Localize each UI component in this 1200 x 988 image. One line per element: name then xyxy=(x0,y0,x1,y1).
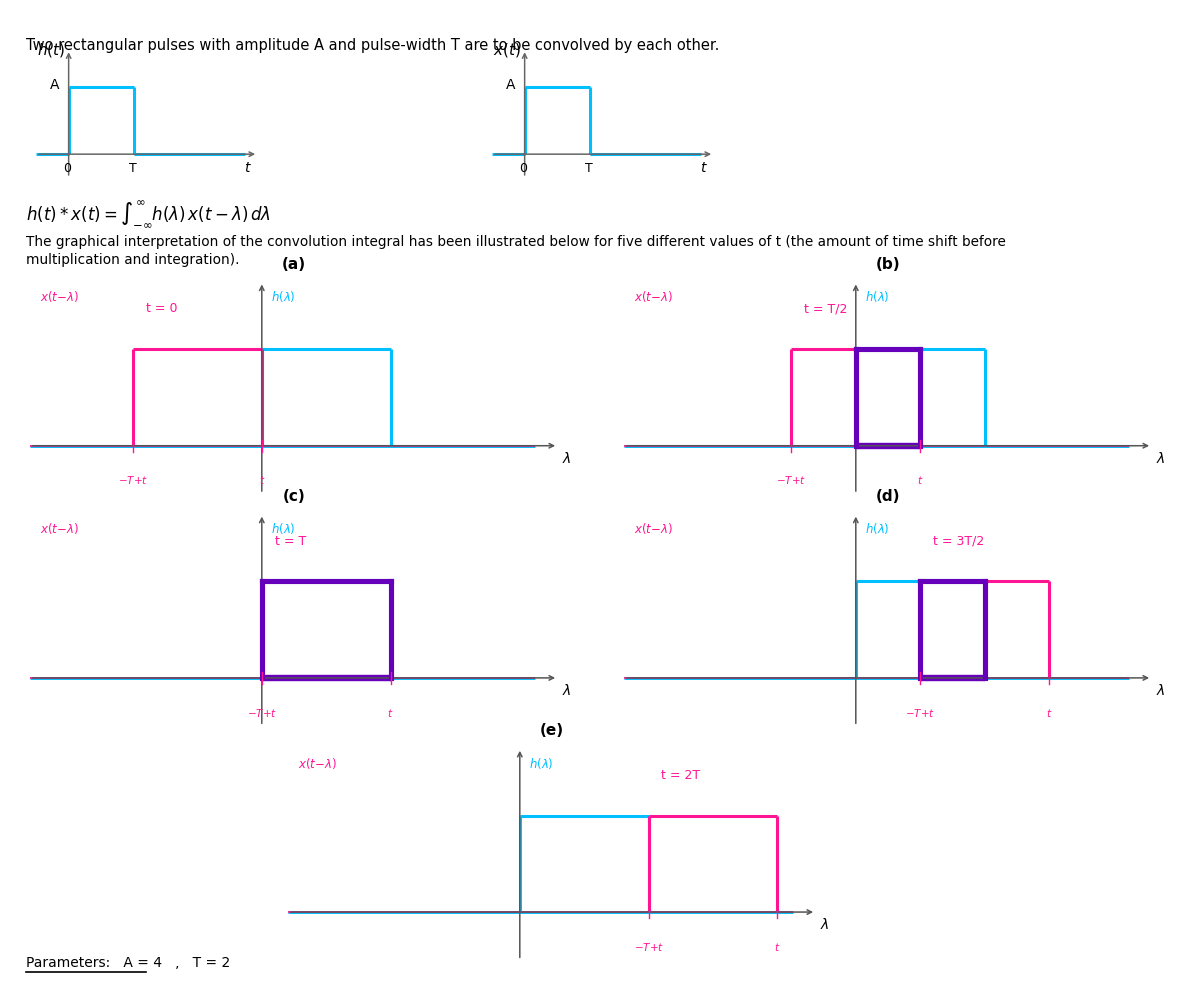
Text: t = 3T/2: t = 3T/2 xyxy=(934,535,984,547)
Text: $t$: $t$ xyxy=(1045,706,1052,718)
Text: The graphical interpretation of the convolution integral has been illustrated be: The graphical interpretation of the conv… xyxy=(26,235,1007,249)
Text: A: A xyxy=(506,78,516,92)
Text: (b): (b) xyxy=(876,257,900,272)
Text: multiplication and integration).: multiplication and integration). xyxy=(26,253,240,267)
Text: $h(\lambda)$: $h(\lambda)$ xyxy=(529,756,553,771)
Text: t = T: t = T xyxy=(275,535,306,547)
Text: Parameters:   A = 4   ,   T = 2: Parameters: A = 4 , T = 2 xyxy=(26,956,230,970)
Text: (c): (c) xyxy=(283,489,305,504)
Text: $-T{+}t$: $-T{+}t$ xyxy=(118,474,148,486)
Text: $\lambda$: $\lambda$ xyxy=(562,452,571,466)
Text: T: T xyxy=(130,162,137,176)
Text: $h(\lambda)$: $h(\lambda)$ xyxy=(271,522,295,536)
Text: (d): (d) xyxy=(876,489,900,504)
Text: t = 2T: t = 2T xyxy=(661,769,701,782)
Text: $-T{+}t$: $-T{+}t$ xyxy=(776,474,806,486)
Text: T: T xyxy=(586,162,593,176)
Text: $x(t{-}\lambda)$: $x(t{-}\lambda)$ xyxy=(635,289,673,304)
Text: $\lambda$: $\lambda$ xyxy=(1156,684,1165,699)
Text: $x(t{-}\lambda)$: $x(t{-}\lambda)$ xyxy=(41,522,79,536)
Text: $h(\lambda)$: $h(\lambda)$ xyxy=(865,289,889,304)
Text: $h(\lambda)$: $h(\lambda)$ xyxy=(271,289,295,304)
Text: $t$: $t$ xyxy=(244,161,252,176)
Text: $x(t{-}\lambda)$: $x(t{-}\lambda)$ xyxy=(41,289,79,304)
Text: $t$: $t$ xyxy=(917,474,923,486)
Text: $-T{+}t$: $-T{+}t$ xyxy=(905,706,935,718)
Text: Two rectangular pulses with amplitude A and pulse-width T are to be convolved by: Two rectangular pulses with amplitude A … xyxy=(26,38,720,52)
Text: $t$: $t$ xyxy=(700,161,708,176)
Text: $x(t)$: $x(t)$ xyxy=(493,41,521,58)
Text: $t$: $t$ xyxy=(259,474,265,486)
Text: $x(t{-}\lambda)$: $x(t{-}\lambda)$ xyxy=(299,756,337,771)
Text: $\lambda$: $\lambda$ xyxy=(1156,452,1165,466)
Text: t = 0: t = 0 xyxy=(146,302,178,315)
Text: $t$: $t$ xyxy=(774,941,780,952)
Text: $x(t{-}\lambda)$: $x(t{-}\lambda)$ xyxy=(635,522,673,536)
Text: 0: 0 xyxy=(64,162,72,176)
Text: $\lambda$: $\lambda$ xyxy=(820,918,829,933)
Text: (e): (e) xyxy=(540,723,564,738)
Text: (a): (a) xyxy=(282,257,306,272)
Text: $h(\lambda)$: $h(\lambda)$ xyxy=(865,522,889,536)
Text: t = T/2: t = T/2 xyxy=(804,302,847,315)
Text: A: A xyxy=(50,78,60,92)
Text: $\lambda$: $\lambda$ xyxy=(562,684,571,699)
Text: $t$: $t$ xyxy=(388,706,394,718)
Text: $-T{+}t$: $-T{+}t$ xyxy=(634,941,664,952)
Text: $h(t)*x(t)=\int_{-\infty}^{\infty}h(\lambda)\,x(t-\lambda)\,d\lambda$: $h(t)*x(t)=\int_{-\infty}^{\infty}h(\lam… xyxy=(26,198,271,228)
Text: 0: 0 xyxy=(520,162,528,176)
Text: $-T{+}t$: $-T{+}t$ xyxy=(247,706,277,718)
Text: $h(t)$: $h(t)$ xyxy=(37,41,66,58)
